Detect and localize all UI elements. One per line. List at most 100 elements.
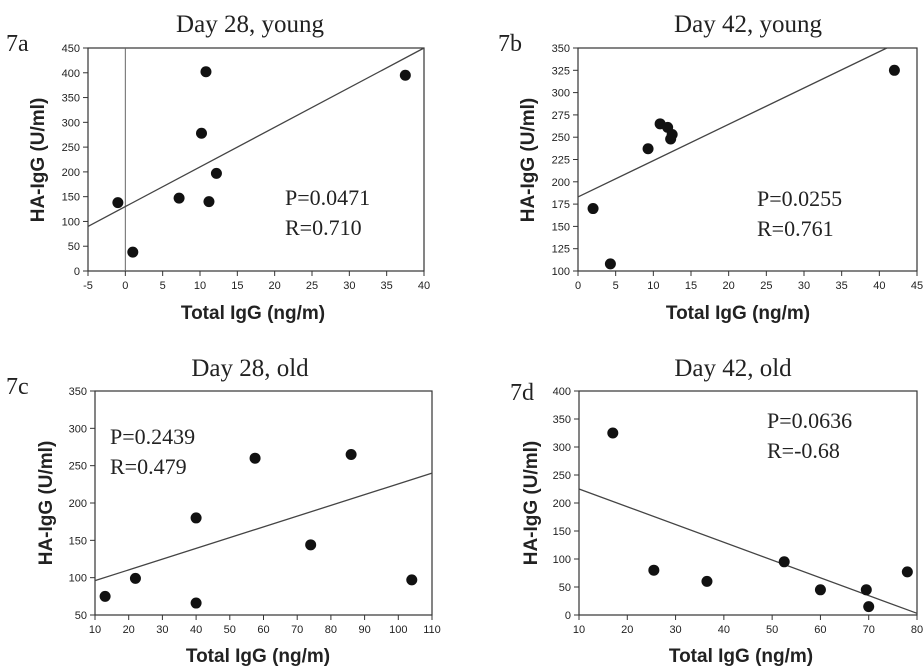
y-tick-label: 200 [552, 177, 570, 189]
y-tick-label: 100 [69, 573, 87, 585]
data-point [305, 539, 317, 551]
x-tick-label: 0 [575, 280, 581, 292]
panel-7c: Day 28, old 7c 50 100 150 200 250 300 350 10 20 30 4… [6, 355, 441, 667]
x-tick-label: 20 [269, 280, 281, 292]
x-axis-label: Total IgG (ng/m) [186, 646, 330, 667]
y-tick-label: 350 [62, 93, 80, 105]
y-tick-label: 125 [552, 244, 570, 256]
x-tick-label: 25 [760, 280, 772, 292]
y-tick-label: 200 [62, 167, 80, 179]
data-point [604, 258, 616, 270]
chart-title: Day 28, young [176, 11, 324, 38]
x-tick-label: 60 [257, 624, 269, 636]
x-tick-label: 40 [190, 624, 202, 636]
panel-7b: Day 42, young7b1001251501752002252502753… [498, 11, 923, 324]
x-tick-label: 90 [358, 624, 370, 636]
y-tick-label: 350 [69, 386, 87, 398]
y-tick-label: 150 [553, 526, 571, 538]
data-point [112, 197, 124, 209]
chart-title: Day 28, old [191, 355, 309, 382]
x-tick-label: 30 [156, 624, 168, 636]
x-tick-label: 40 [718, 624, 730, 636]
data-point [210, 167, 222, 179]
regression-line [87, 47, 425, 227]
y-tick-label: 225 [552, 155, 570, 167]
p-value: P=0.2439 [110, 424, 195, 449]
y-tick-label: 50 [75, 610, 87, 622]
r-value: R=0.479 [110, 454, 187, 479]
y-tick-label: 50 [68, 241, 80, 253]
data-point [200, 66, 212, 78]
y-tick-label: 0 [565, 610, 571, 622]
r-value: R=0.761 [757, 216, 834, 241]
x-tick-label: 30 [343, 280, 355, 292]
y-axis-label: HA-IgG (U/ml) [518, 98, 539, 223]
x-tick-label: 15 [231, 280, 243, 292]
x-tick-label: 5 [160, 280, 166, 292]
panel-label: 7c [6, 374, 29, 400]
p-value: P=0.0636 [767, 408, 852, 433]
y-tick-label: 200 [553, 498, 571, 510]
data-point [863, 601, 875, 613]
data-point [814, 584, 826, 596]
x-tick-label: 20 [621, 624, 633, 636]
y-tick-label: 450 [62, 43, 80, 55]
x-tick-label: 30 [798, 280, 810, 292]
y-tick-label: 400 [553, 386, 571, 398]
y-tick-label: 250 [62, 142, 80, 154]
data-point [778, 556, 790, 568]
y-tick-label: 325 [552, 65, 570, 77]
y-tick-label: 175 [552, 199, 570, 211]
x-tick-label: -5 [83, 280, 93, 292]
data-point [399, 69, 411, 81]
data-point [666, 129, 678, 141]
plot-frame [578, 390, 918, 616]
y-tick-label: 100 [552, 266, 570, 278]
panel-label: 7b [498, 31, 522, 57]
y-tick-label: 300 [552, 88, 570, 100]
y-tick-label: 150 [62, 192, 80, 204]
y-tick-label: 400 [62, 68, 80, 80]
y-tick-label: 350 [552, 43, 570, 55]
data-point [901, 566, 913, 578]
panel-7d: Day 42, old 7d 0 50 100 150 200 250 300 350 400 10 2… [510, 355, 923, 667]
data-point [607, 427, 619, 439]
x-tick-label: 70 [291, 624, 303, 636]
y-tick-label: 350 [553, 414, 571, 426]
x-tick-label: 80 [325, 624, 337, 636]
x-axis-label: Total IgG (ng/m) [181, 303, 325, 324]
y-tick-label: 150 [69, 535, 87, 547]
data-point [203, 196, 215, 208]
data-point [587, 203, 599, 215]
data-point [173, 192, 185, 204]
data-point [642, 143, 654, 155]
x-tick-label: 10 [194, 280, 206, 292]
x-tick-label: 30 [669, 624, 681, 636]
x-tick-label: 60 [814, 624, 826, 636]
data-point [648, 564, 660, 576]
y-tick-label: 275 [552, 110, 570, 122]
y-tick-label: 0 [74, 266, 80, 278]
data-point [190, 512, 202, 524]
x-tick-label: 70 [863, 624, 875, 636]
chart-title: Day 42, old [674, 355, 792, 382]
x-axis-label: Total IgG (ng/m) [666, 303, 810, 324]
regression-line [94, 472, 433, 582]
x-tick-label: 45 [911, 280, 923, 292]
r-value: R=-0.68 [767, 438, 840, 463]
y-tick-label: 300 [62, 117, 80, 129]
x-tick-label: 20 [723, 280, 735, 292]
data-point [190, 597, 202, 609]
y-tick-label: 150 [552, 221, 570, 233]
r-value: R=0.710 [285, 215, 362, 240]
x-tick-label: 10 [647, 280, 659, 292]
x-axis-label: Total IgG (ng/m) [669, 646, 813, 667]
x-tick-label: 40 [418, 280, 430, 292]
x-tick-label: 20 [123, 624, 135, 636]
panel-label: 7d [510, 380, 534, 406]
chart-title: Day 42, young [674, 11, 822, 38]
regression-line [578, 488, 918, 614]
p-value: P=0.0255 [757, 186, 842, 211]
data-point [345, 448, 357, 460]
